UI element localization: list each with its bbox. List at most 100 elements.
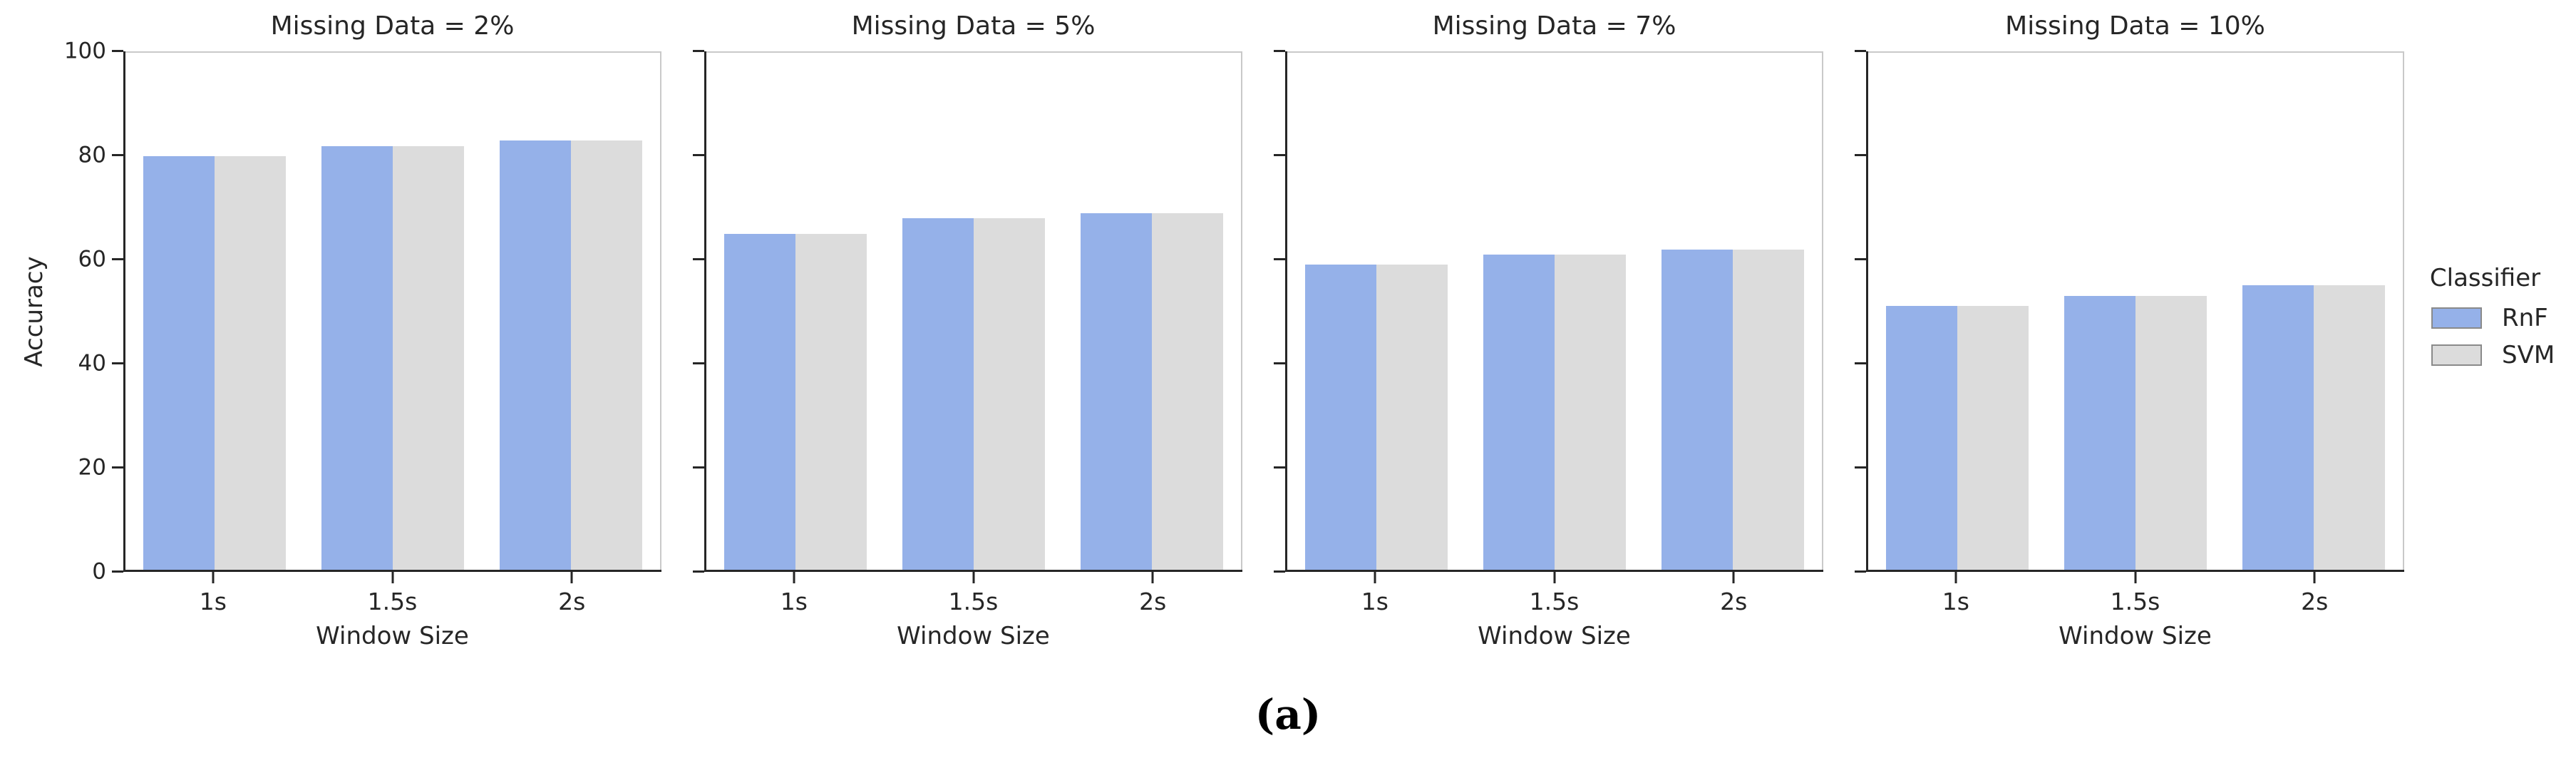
- y-axis-tick: [112, 50, 123, 52]
- category-slot: [2046, 53, 2225, 570]
- legend: Classifier RnF SVM: [2404, 264, 2566, 378]
- chart-row: Missing Data = 2% 0 20 40 60 80 100 1s 1.5s 2s Win…: [64, 0, 2566, 651]
- category-slot: [125, 53, 304, 570]
- y-tick-label: 20: [78, 454, 106, 481]
- bar-group: [321, 53, 464, 570]
- panel-title: Missing Data = 2%: [270, 11, 515, 41]
- facet-panel: Missing Data = 5% 1s 1.5s 2s Window Size: [693, 0, 1242, 650]
- bar-rnf: [724, 233, 795, 570]
- y-axis-tick: [693, 258, 704, 260]
- bar-svm: [795, 233, 867, 570]
- bar-svm: [571, 140, 642, 570]
- legend-swatch-rnf: [2431, 307, 2482, 329]
- x-axis-tick: [391, 572, 393, 583]
- x-tick-label: 2s: [1720, 588, 1748, 615]
- plot-area: 1s 1.5s 2s Window Size: [693, 50, 1242, 650]
- bar-svm: [1376, 265, 1448, 570]
- legend-entry-svm: SVM: [2431, 341, 2566, 369]
- spine-right: [660, 51, 661, 572]
- x-tick-labels: 1s 1.5s 2s: [704, 588, 1242, 615]
- y-axis-tick: [1274, 154, 1285, 156]
- figure-caption: (a): [1254, 690, 1322, 739]
- x-axis-tick: [2134, 572, 2136, 583]
- y-axis-tick: [1855, 362, 1866, 364]
- category-slot: [885, 53, 1063, 570]
- bar-rnf: [1483, 254, 1555, 570]
- y-axis-tick: [693, 362, 704, 364]
- category-slot: [706, 53, 885, 570]
- category-slot: [1868, 53, 2046, 570]
- y-axis-tick: [112, 362, 123, 364]
- x-tick-labels: 1s 1.5s 2s: [123, 588, 661, 615]
- legend-title: Classifier: [2429, 264, 2541, 292]
- y-axis-label: Accuracy: [20, 256, 48, 367]
- y-tick-label: 60: [78, 246, 106, 272]
- bar-group: [500, 53, 642, 570]
- y-axis-tick: [112, 258, 123, 260]
- bar-svm: [215, 156, 286, 570]
- spine-bottom: [123, 570, 661, 572]
- spine-top: [1285, 51, 1823, 53]
- y-axis-tick: [1274, 570, 1285, 573]
- x-tick-label: 1.5s: [1529, 588, 1580, 615]
- y-axis-tick: [693, 570, 704, 573]
- panel-title: Missing Data = 10%: [2005, 11, 2265, 41]
- category-slot: [304, 53, 482, 570]
- plot-area: 0 20 40 60 80 100 1s 1.5s 2s Window Size: [64, 40, 661, 650]
- y-tick-label: 80: [78, 142, 106, 168]
- bars-layer: [706, 53, 1241, 570]
- spine-top: [1866, 51, 2404, 53]
- spine-top: [704, 51, 1242, 53]
- plot-area: 1s 1.5s 2s Window Size: [1274, 50, 1823, 650]
- x-axis-tick: [570, 572, 573, 583]
- y-axis-tick: [1274, 466, 1285, 469]
- x-axis-tick: [972, 572, 974, 583]
- y-axis-tick: [112, 466, 123, 469]
- category-slot: [1644, 53, 1822, 570]
- spine-bottom: [1285, 570, 1823, 572]
- bar-svm: [1555, 254, 1626, 570]
- x-tick-label: 1s: [1942, 588, 1969, 615]
- x-tick-label: 1.5s: [948, 588, 999, 615]
- x-tick-label: 2s: [1139, 588, 1167, 615]
- bar-group: [724, 53, 867, 570]
- y-tick-label: 40: [78, 350, 106, 377]
- panel-title: Missing Data = 7%: [1432, 11, 1676, 41]
- bar-rnf: [1081, 213, 1152, 570]
- x-tick-label: 1s: [1361, 588, 1389, 615]
- legend-entries: RnF SVM: [2404, 304, 2566, 369]
- x-tick-labels: 1s 1.5s 2s: [1866, 588, 2404, 615]
- category-slot: [1063, 53, 1241, 570]
- y-axis-tick: [1855, 258, 1866, 260]
- x-axis-tick: [793, 572, 795, 583]
- category-slot: [1287, 53, 1465, 570]
- bar-rnf: [1886, 306, 1957, 570]
- panel-title: Missing Data = 5%: [851, 11, 1096, 41]
- bar-rnf: [143, 156, 215, 570]
- spine-bottom: [704, 570, 1242, 572]
- bar-svm: [974, 218, 1045, 570]
- x-axis-tick: [212, 572, 215, 583]
- y-axis-tick: [693, 50, 704, 52]
- bar-group: [1483, 53, 1626, 570]
- bar-rnf: [2064, 295, 2135, 570]
- category-slot: [1465, 53, 1644, 570]
- facet-panel: Missing Data = 2% 0 20 40 60 80 100 1s 1.5s 2s Win…: [64, 0, 661, 650]
- legend-label: SVM: [2502, 341, 2555, 369]
- y-axis-tick: [112, 570, 123, 573]
- spine-left: [1285, 51, 1287, 572]
- bars-layer: [1868, 53, 2403, 570]
- x-axis-tick: [1954, 572, 1957, 583]
- x-tick-label: 2s: [2301, 588, 2329, 615]
- y-tick-label: 0: [92, 558, 106, 585]
- y-tick-label: 100: [63, 38, 106, 64]
- x-axis-tick: [1151, 572, 1154, 583]
- y-axis-tick: [1855, 50, 1866, 52]
- category-slot: [2225, 53, 2403, 570]
- x-tick-label: 1s: [780, 588, 808, 615]
- x-tick-label: 2s: [558, 588, 586, 615]
- x-axis-label: Window Size: [1478, 622, 1631, 650]
- spine-bottom: [1866, 570, 2404, 572]
- bar-group: [2064, 53, 2207, 570]
